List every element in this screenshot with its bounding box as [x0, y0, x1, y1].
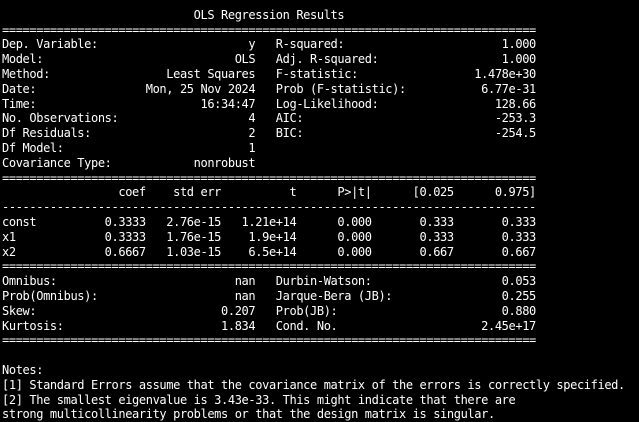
separator-double: ========================================…	[2, 259, 536, 274]
summary-row-observations: No. Observations: 4 AIC: -253.3	[2, 111, 536, 126]
summary-row-model: Model: OLS Adj. R-squared: 1.000	[2, 52, 536, 67]
diagnostics-row-kurtosis: Kurtosis: 1.834 Cond. No. 2.45e+17	[2, 318, 536, 333]
diagnostics-row-omnibus: Omnibus: nan Durbin-Watson: 0.053	[2, 274, 536, 289]
coef-row-const: const 0.3333 2.76e-15 1.21e+14 0.000 0.3…	[2, 214, 536, 229]
summary-row-covariance-type: Covariance Type: nonrobust	[2, 155, 536, 170]
summary-row-dep-variable: Dep. Variable: y R-squared: 1.000	[2, 37, 536, 52]
separator-double: ========================================…	[2, 333, 536, 348]
note-2: [2] The smallest eigenvalue is 3.43e-33.…	[2, 392, 516, 407]
coef-row-x1: x1 0.3333 1.76e-15 1.9e+14 0.000 0.333 0…	[2, 229, 536, 244]
diagnostics-row-prob-omnibus: Prob(Omnibus): nan Jarque-Bera (JB): 0.2…	[2, 288, 536, 303]
notes-heading: Notes:	[2, 362, 44, 377]
summary-row-df-model: Df Model: 1	[2, 140, 536, 155]
results-title: OLS Regression Results	[2, 7, 536, 22]
separator-double: ========================================…	[2, 22, 536, 37]
blank-line	[2, 0, 639, 8]
diagnostics-row-skew: Skew: 0.207 Prob(JB): 0.880	[2, 303, 536, 318]
summary-row-date: Date: Mon, 25 Nov 2024 Prob (F-statistic…	[2, 81, 536, 96]
coef-table-header: coef std err t P>|t| [0.025 0.975]	[2, 185, 536, 200]
blank-line	[2, 348, 639, 363]
separator-double: ========================================…	[2, 170, 536, 185]
summary-row-method: Method: Least Squares F-statistic: 1.478…	[2, 66, 536, 81]
note-2-continued: strong multicollinearity problems or tha…	[2, 407, 495, 422]
summary-row-time: Time: 16:34:47 Log-Likelihood: 128.66	[2, 96, 536, 111]
note-1: [1] Standard Errors assume that the cova…	[2, 377, 625, 392]
summary-row-df-residuals: Df Residuals: 2 BIC: -254.5	[2, 126, 536, 141]
coef-row-x2: x2 0.6667 1.03e-15 6.5e+14 0.000 0.667 0…	[2, 244, 536, 259]
separator-single: ----------------------------------------…	[2, 200, 536, 215]
